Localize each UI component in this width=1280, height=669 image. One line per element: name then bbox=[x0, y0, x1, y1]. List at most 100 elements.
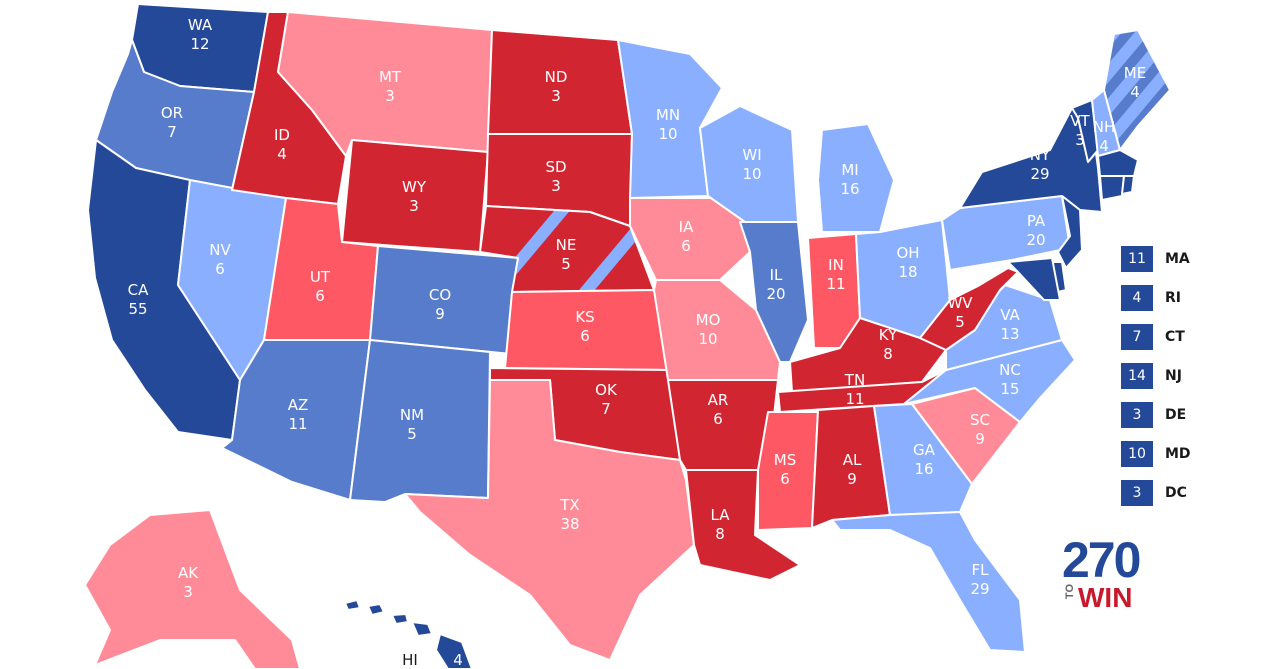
state-ev-ky: 8 bbox=[883, 345, 893, 363]
legend-ev-box: 4 bbox=[1121, 285, 1153, 311]
state-label-va: VA bbox=[1000, 306, 1020, 324]
state-label-or: OR bbox=[161, 104, 183, 122]
state-label-ny: NY bbox=[1030, 146, 1051, 164]
legend-ev-box: 14 bbox=[1121, 363, 1153, 389]
state-fl[interactable] bbox=[831, 511, 1026, 653]
legend-row-nj[interactable]: 14 NJ bbox=[1121, 363, 1182, 389]
state-ev-nv: 6 bbox=[215, 260, 225, 278]
state-ev-ne: 5 bbox=[561, 255, 571, 273]
state-label-nm: NM bbox=[400, 406, 424, 424]
state-label-mi: MI bbox=[841, 161, 858, 179]
state-label-mo: MO bbox=[696, 311, 721, 329]
state-label-az: AZ bbox=[288, 396, 309, 414]
state-label-ga: GA bbox=[913, 441, 936, 459]
state-label-pa: PA bbox=[1027, 212, 1046, 230]
state-ev-oh: 18 bbox=[898, 263, 917, 281]
state-ev-ga: 16 bbox=[914, 460, 933, 478]
state-hi[interactable] bbox=[344, 599, 473, 669]
state-label-ca: CA bbox=[128, 281, 149, 299]
state-label-la: LA bbox=[711, 506, 731, 524]
state-nj[interactable] bbox=[1057, 195, 1083, 269]
legend-state-name: CT bbox=[1165, 329, 1185, 345]
state-label-ut: UT bbox=[310, 268, 331, 286]
state-label-sc: SC bbox=[970, 411, 990, 429]
legend-row-de[interactable]: 3 DE bbox=[1121, 402, 1186, 428]
state-label-vt: VT bbox=[1070, 112, 1090, 130]
state-ev-id: 4 bbox=[277, 145, 287, 163]
state-tx[interactable] bbox=[404, 379, 695, 661]
state-ev-ca: 55 bbox=[128, 300, 147, 318]
legend-state-name: MD bbox=[1165, 446, 1191, 462]
state-label-sd: SD bbox=[545, 158, 566, 176]
state-ms[interactable] bbox=[757, 411, 819, 531]
state-ev-or: 7 bbox=[167, 123, 177, 141]
legend-row-ri[interactable]: 4 RI bbox=[1121, 285, 1181, 311]
state-ev-mo: 10 bbox=[698, 330, 717, 348]
state-ak[interactable] bbox=[84, 509, 301, 669]
state-label-mn: MN bbox=[656, 106, 680, 124]
state-mo[interactable] bbox=[653, 279, 781, 381]
state-label-mt: MT bbox=[379, 68, 402, 86]
state-ev-wv: 5 bbox=[955, 313, 965, 331]
legend-ev-box: 7 bbox=[1121, 324, 1153, 350]
legend-state-name: RI bbox=[1165, 290, 1181, 306]
state-label-me: ME bbox=[1124, 64, 1146, 82]
state-label-ia: IA bbox=[679, 218, 694, 236]
state-ev-ak: 3 bbox=[183, 583, 193, 601]
state-label-nh: NH bbox=[1093, 118, 1116, 136]
legend-ev-box: 3 bbox=[1121, 402, 1153, 428]
state-label-wa: WA bbox=[188, 16, 213, 34]
legend-state-name: NJ bbox=[1165, 368, 1182, 384]
state-label-wv: WV bbox=[947, 294, 973, 312]
state-label-ok: OK bbox=[595, 381, 618, 399]
state-ev-vt: 3 bbox=[1075, 131, 1085, 149]
state-ev-ks: 6 bbox=[580, 327, 590, 345]
state-label-tx: TX bbox=[559, 496, 579, 514]
state-ri[interactable] bbox=[1121, 175, 1135, 195]
state-label-oh: OH bbox=[896, 244, 919, 262]
state-label-fl: FL bbox=[972, 561, 990, 579]
state-ev-me: 4 bbox=[1130, 83, 1140, 101]
state-wy[interactable] bbox=[341, 139, 489, 253]
state-ev-al: 9 bbox=[847, 470, 857, 488]
state-ev-mt: 3 bbox=[385, 87, 395, 105]
state-ev-tx: 38 bbox=[560, 515, 579, 533]
state-vt[interactable] bbox=[1071, 99, 1099, 163]
state-label-al: AL bbox=[843, 451, 862, 469]
state-label-id: ID bbox=[274, 126, 290, 144]
state-ev-az: 11 bbox=[288, 415, 307, 433]
legend-row-ma[interactable]: 11 MA bbox=[1121, 246, 1190, 272]
state-label-ar: AR bbox=[708, 391, 729, 409]
state-ev-in: 11 bbox=[826, 275, 845, 293]
state-md[interactable] bbox=[1007, 257, 1061, 301]
state-ev-fl: 29 bbox=[970, 580, 989, 598]
state-label-ky: KY bbox=[879, 326, 898, 344]
legend-ev-box: 3 bbox=[1121, 480, 1153, 506]
state-ev-ar: 6 bbox=[713, 410, 723, 428]
state-ev-mn: 10 bbox=[658, 125, 677, 143]
state-il[interactable] bbox=[739, 221, 809, 363]
legend-row-md[interactable]: 10 MD bbox=[1121, 441, 1191, 467]
state-ev-mi: 16 bbox=[840, 180, 859, 198]
state-ev-ut: 6 bbox=[315, 287, 325, 305]
state-ev-nh: 4 bbox=[1099, 137, 1109, 155]
state-label-nc: NC bbox=[999, 361, 1021, 379]
legend-ev-box: 11 bbox=[1121, 246, 1153, 272]
state-ev-ia: 6 bbox=[681, 237, 691, 255]
state-ev-nc: 15 bbox=[1000, 380, 1019, 398]
state-ev-la: 8 bbox=[715, 525, 725, 543]
state-label-ak: AK bbox=[178, 564, 199, 582]
legend-state-name: MA bbox=[1165, 251, 1190, 267]
legend-row-ct[interactable]: 7 CT bbox=[1121, 324, 1185, 350]
state-ct[interactable] bbox=[1099, 175, 1125, 201]
legend-row-dc[interactable]: 3 DC bbox=[1121, 480, 1187, 506]
state-label-co: CO bbox=[429, 286, 451, 304]
state-ev-hi: 4 bbox=[453, 651, 463, 669]
state-label-wy: WY bbox=[402, 178, 427, 196]
state-label-il: IL bbox=[770, 266, 783, 284]
state-ev-sd: 3 bbox=[551, 177, 561, 195]
state-ma[interactable] bbox=[1097, 149, 1139, 177]
state-ca[interactable] bbox=[87, 139, 241, 441]
